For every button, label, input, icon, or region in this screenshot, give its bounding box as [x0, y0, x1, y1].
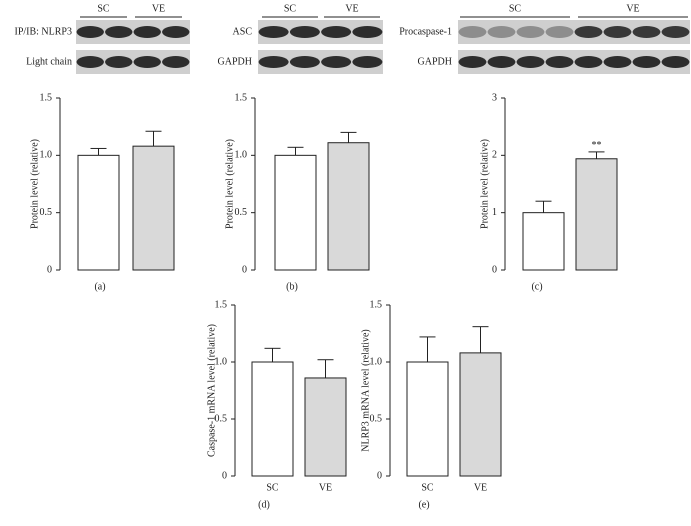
y-axis-label: Protein level (relative): [29, 139, 40, 229]
blot-band: [105, 56, 133, 68]
blot-row-label: Procaspase-1: [399, 26, 452, 37]
y-tick-label: 0: [47, 264, 52, 275]
y-tick-label: 0.5: [370, 413, 383, 424]
blot-band: [603, 26, 632, 38]
blot-band: [133, 26, 161, 38]
blot-row-label: GAPDH: [218, 56, 252, 67]
blot-band: [632, 56, 661, 68]
y-axis-label: Protein level (relative): [224, 139, 235, 229]
blot-band: [487, 26, 516, 38]
blot-band: [516, 26, 545, 38]
y-tick-label: 1: [492, 207, 497, 218]
bar: [522, 212, 565, 271]
blot-group-label: SC: [509, 3, 522, 14]
blot-row-label: IP/IB: NLRP3: [14, 26, 72, 37]
blot-group-label: VE: [152, 3, 165, 14]
blot-row-label: ASC: [233, 26, 253, 37]
caption: (c): [531, 281, 542, 292]
blot-band: [258, 26, 289, 38]
blot-band: [603, 56, 632, 68]
blot-band: [545, 26, 574, 38]
blot-band: [289, 56, 320, 68]
y-tick-label: 0: [222, 470, 227, 481]
blot-band: [289, 26, 320, 38]
x-tick-label: VE: [319, 482, 332, 493]
y-tick-label: 0: [377, 470, 382, 481]
caption: (d): [258, 499, 270, 510]
blot-band: [76, 56, 104, 68]
bar: [132, 145, 175, 271]
bar: [459, 352, 502, 477]
blot-band: [487, 56, 516, 68]
blot-band: [321, 26, 352, 38]
blot-band: [661, 56, 690, 68]
blot-band: [352, 56, 383, 68]
y-tick-label: 1.0: [370, 356, 383, 367]
y-axis-label: NLRP3 mRNA level (relative): [360, 329, 371, 451]
blot-group-label: VE: [345, 3, 358, 14]
y-tick-label: 1.0: [235, 150, 248, 161]
annotation: **: [592, 140, 602, 151]
blot-band: [258, 56, 289, 68]
bar: [251, 361, 294, 477]
x-tick-label: VE: [474, 482, 487, 493]
blot-band: [458, 56, 487, 68]
bar: [77, 154, 120, 271]
blot-group-label: SC: [97, 3, 110, 14]
blot-band: [632, 26, 661, 38]
blot-band: [352, 26, 383, 38]
blot-band: [162, 56, 190, 68]
y-tick-label: 0.5: [40, 207, 53, 218]
y-axis-label: Protein level (relative): [479, 139, 490, 229]
y-tick-label: 1.0: [40, 150, 53, 161]
x-tick-label: SC: [266, 482, 279, 493]
bar: [304, 377, 347, 477]
blot-band: [661, 26, 690, 38]
blot-band: [321, 56, 352, 68]
y-tick-label: 0.5: [215, 413, 228, 424]
blot-band: [105, 26, 133, 38]
caption: (e): [418, 499, 429, 510]
y-tick-label: 0.5: [235, 207, 248, 218]
blot-band: [545, 56, 574, 68]
blot-band: [162, 26, 190, 38]
blot-group-label: VE: [626, 3, 639, 14]
caption: (a): [94, 281, 105, 292]
blot-group-label: SC: [284, 3, 297, 14]
bar: [327, 142, 370, 271]
bar: [406, 361, 449, 477]
y-tick-label: 2: [492, 150, 497, 161]
y-tick-label: 3: [492, 92, 497, 103]
y-tick-label: 0: [242, 264, 247, 275]
x-tick-label: SC: [421, 482, 434, 493]
blot-band: [458, 26, 487, 38]
y-axis-label: Caspase-1 mRNA level (relative): [206, 324, 217, 457]
y-tick-label: 1.5: [235, 92, 248, 103]
blot-band: [574, 56, 603, 68]
blot-band: [516, 56, 545, 68]
y-tick-label: 0: [492, 264, 497, 275]
y-tick-label: 1.5: [370, 299, 383, 310]
blot-row-label: GAPDH: [418, 56, 452, 67]
y-tick-label: 1.0: [215, 356, 228, 367]
caption: (b): [286, 281, 298, 292]
bar: [575, 158, 618, 271]
blot-band: [574, 26, 603, 38]
y-tick-label: 1.5: [40, 92, 53, 103]
y-tick-label: 1.5: [215, 299, 228, 310]
blot-band: [133, 56, 161, 68]
blot-row-label: Light chain: [26, 56, 72, 67]
blot-band: [76, 26, 104, 38]
bar: [274, 154, 317, 271]
